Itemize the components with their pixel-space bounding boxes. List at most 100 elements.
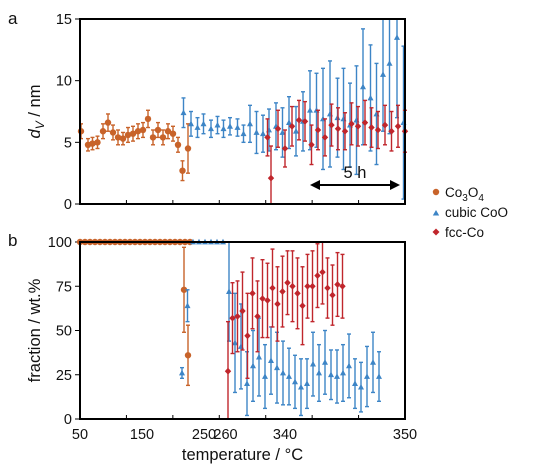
panel-a-point-fcc-co	[314, 126, 322, 134]
panel-b-point-co3o4	[180, 286, 188, 293]
panel-a-point-co3o4	[134, 128, 142, 135]
legend-item-co3o4: Co3O4	[432, 185, 484, 204]
panel-b-series-cubic-coo	[179, 238, 382, 417]
panel-b-ytick-label-75: 75	[56, 279, 72, 295]
legend-item-cubic-coo: cubic CoO	[432, 205, 508, 220]
panel-b-point-cubic-coo	[310, 360, 316, 367]
panel-b-point-fcc-co	[304, 282, 311, 290]
panel-b-point-co3o4	[184, 352, 192, 359]
panel-a-point-cubic-coo	[208, 125, 214, 132]
panel-a-point-co3o4	[159, 134, 167, 141]
panel-a-point-fcc-co	[295, 116, 303, 124]
panel-b-point-fcc-co	[294, 289, 301, 297]
panel-b-point-fcc-co	[244, 332, 251, 340]
panel-b-series-fcc-co	[224, 242, 346, 419]
panel-a-ytick-label-10: 10	[56, 74, 72, 90]
panel-b-point-cubic-coo	[292, 378, 298, 385]
panel-b-point-fcc-co	[329, 291, 336, 299]
panel-b-point-fcc-co	[319, 268, 326, 276]
panel-b-point-cubic-coo	[244, 380, 250, 386]
panel-b-point-fcc-co	[324, 284, 331, 292]
panel-a-point-cubic-coo	[240, 130, 247, 137]
legend-marker-co3o4	[432, 188, 440, 196]
duration-arrow-head-left	[310, 180, 320, 190]
panel-b-point-fcc-co	[299, 302, 306, 310]
panel-a-point-co3o4	[99, 128, 107, 135]
panel-a-point-co3o4	[114, 134, 122, 141]
panel-b-xtick-label-0: 50	[72, 427, 88, 443]
panel-a-point-co3o4	[129, 130, 137, 137]
panel-a-point-co3o4	[174, 141, 182, 148]
legend-item-fcc-co: fcc-Co	[432, 225, 484, 240]
panel-a-ytick-label-5: 5	[64, 135, 72, 151]
panel-a-point-co3o4	[124, 131, 132, 139]
panel-a-point-cubic-coo	[253, 129, 260, 135]
panel-a-series-cubic-coo	[180, 19, 407, 200]
legend-label-cubic-coo: cubic CoO	[445, 205, 508, 220]
panel-b-ytick-label-100: 100	[48, 235, 72, 251]
panel-a-point-fcc-co	[341, 127, 349, 135]
panel-b-point-cubic-coo	[232, 339, 238, 346]
panel-b-point-fcc-co	[259, 295, 266, 303]
panel-b-point-fcc-co	[289, 282, 296, 290]
panel-b-point-cubic-coo	[256, 353, 262, 360]
panel-b-series-co3o4	[76, 238, 194, 387]
panel-b-point-cubic-coo	[352, 380, 358, 386]
panel-a-point-fcc-co	[394, 122, 402, 130]
panel-b-point-cubic-coo	[304, 380, 310, 386]
panel-b-point-fcc-co	[224, 367, 232, 375]
panel-b-point-fcc-co	[264, 297, 271, 304]
panel-a-series-co3o4	[77, 109, 192, 182]
panel-b-point-cubic-coo	[322, 359, 328, 365]
panel-b-point-cubic-coo	[262, 373, 268, 379]
panel-a-point-fcc-co	[381, 121, 389, 129]
panel-b-point-fcc-co	[279, 288, 286, 295]
legend-label-co3o4: Co3O4	[445, 185, 484, 204]
panel-label-a: a	[8, 9, 18, 28]
panel-a-frame	[79, 18, 406, 205]
legend-label-fcc-co: fcc-Co	[445, 225, 484, 240]
panel-a-point-co3o4	[94, 139, 101, 146]
panel-b-point-cubic-coo	[376, 373, 382, 379]
panel-a-point-cubic-coo	[286, 119, 292, 125]
panel-a-point-fcc-co	[267, 174, 275, 182]
panel-a-point-cubic-coo	[180, 109, 187, 116]
panel-b-point-fcc-co	[274, 300, 281, 308]
panel-a-point-fcc-co	[368, 124, 375, 131]
panel-a-series-fcc-co	[264, 99, 409, 204]
legend-marker-fcc-co	[432, 228, 440, 236]
panel-b-point-cubic-coo	[334, 373, 340, 379]
panel-a-point-fcc-co	[288, 122, 296, 130]
panel-b-xtick-label-5: 350	[393, 427, 417, 443]
panel-b-ytick-label-25: 25	[56, 368, 72, 384]
panel-a-point-fcc-co	[328, 121, 335, 129]
panel-b-point-fcc-co	[269, 284, 276, 292]
legend-marker-cubic-coo	[432, 210, 440, 216]
panel-a-point-cubic-coo	[214, 121, 221, 128]
panel-a-point-cubic-coo	[234, 124, 241, 130]
panel-a-point-cubic-coo	[188, 120, 194, 127]
panel-b-point-cubic-coo	[280, 369, 286, 376]
panel-b-point-cubic-coo	[286, 373, 292, 379]
panel-a-point-cubic-coo	[227, 123, 233, 129]
panel-b-point-cubic-coo	[364, 373, 370, 379]
panel-a-point-co3o4	[179, 167, 186, 174]
panel-b-point-fcc-co	[339, 282, 346, 290]
panel-a-point-fcc-co	[361, 119, 369, 126]
panel-a-point-cubic-coo	[247, 120, 253, 127]
panel-a-point-cubic-coo	[220, 125, 227, 132]
panel-b-point-cubic-coo	[226, 288, 232, 294]
panel-label-b: b	[8, 231, 17, 250]
panel-b-point-cubic-coo	[316, 369, 322, 376]
panel-b-xtick-label-2: 250	[192, 427, 216, 443]
panel-b-point-fcc-co	[229, 314, 236, 322]
panel-b-point-fcc-co	[334, 281, 341, 288]
panel-a-point-co3o4	[119, 135, 127, 142]
panel-a-point-fcc-co	[301, 117, 309, 125]
duration-annotation: 5 h	[344, 164, 367, 182]
panel-a-point-fcc-co	[354, 122, 362, 130]
panel-b-point-cubic-coo	[298, 383, 304, 390]
panel-b-point-cubic-coo	[370, 359, 376, 365]
